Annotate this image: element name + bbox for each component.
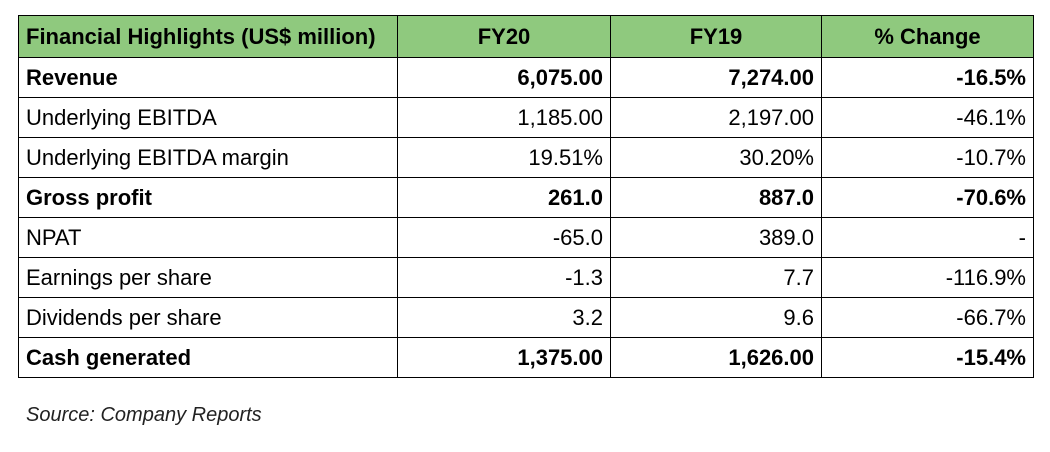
table-row: Revenue 6,075.00 7,274.00 -16.5% bbox=[18, 57, 1034, 98]
change-value: -70.6% bbox=[821, 177, 1034, 218]
table-row: Dividends per share 3.2 9.6 -66.7% bbox=[18, 297, 1034, 338]
change-value: -16.5% bbox=[821, 57, 1034, 98]
header-cell-fy20: FY20 bbox=[397, 15, 611, 58]
header-row: Financial Highlights (US$ million) FY20 … bbox=[18, 15, 1034, 58]
row-label: Revenue bbox=[18, 57, 398, 98]
table-row: Earnings per share -1.3 7.7 -116.9% bbox=[18, 257, 1034, 298]
row-label: Dividends per share bbox=[18, 297, 398, 338]
fy20-value: 1,375.00 bbox=[397, 337, 611, 378]
table-row: Underlying EBITDA margin 19.51% 30.20% -… bbox=[18, 137, 1034, 178]
table-row: Cash generated 1,375.00 1,626.00 -15.4% bbox=[18, 337, 1034, 378]
row-label: Gross profit bbox=[18, 177, 398, 218]
table-row: NPAT -65.0 389.0 - bbox=[18, 217, 1034, 258]
fy20-value: -65.0 bbox=[397, 217, 611, 258]
fy20-value: 6,075.00 bbox=[397, 57, 611, 98]
header-cell-metric: Financial Highlights (US$ million) bbox=[18, 15, 398, 58]
change-value: -46.1% bbox=[821, 97, 1034, 138]
change-value: -15.4% bbox=[821, 337, 1034, 378]
fy19-value: 30.20% bbox=[610, 137, 822, 178]
table-row: Underlying EBITDA 1,185.00 2,197.00 -46.… bbox=[18, 97, 1034, 138]
fy20-value: 1,185.00 bbox=[397, 97, 611, 138]
row-label: Cash generated bbox=[18, 337, 398, 378]
fy19-value: 7.7 bbox=[610, 257, 822, 298]
row-label: Earnings per share bbox=[18, 257, 398, 298]
change-value: -10.7% bbox=[821, 137, 1034, 178]
fy20-value: -1.3 bbox=[397, 257, 611, 298]
change-value: -116.9% bbox=[821, 257, 1034, 298]
header-cell-fy19: FY19 bbox=[610, 15, 822, 58]
table-row: Gross profit 261.0 887.0 -70.6% bbox=[18, 177, 1034, 218]
source-note: Source: Company Reports bbox=[26, 404, 262, 426]
row-label: NPAT bbox=[18, 217, 398, 258]
fy20-value: 19.51% bbox=[397, 137, 611, 178]
change-value: - bbox=[821, 217, 1034, 258]
financial-highlights-table: Financial Highlights (US$ million) FY20 … bbox=[18, 15, 1034, 378]
fy19-value: 389.0 bbox=[610, 217, 822, 258]
row-label: Underlying EBITDA bbox=[18, 97, 398, 138]
fy19-value: 1,626.00 bbox=[610, 337, 822, 378]
fy19-value: 9.6 bbox=[610, 297, 822, 338]
fy19-value: 887.0 bbox=[610, 177, 822, 218]
fy20-value: 261.0 bbox=[397, 177, 611, 218]
row-label: Underlying EBITDA margin bbox=[18, 137, 398, 178]
fy19-value: 2,197.00 bbox=[610, 97, 822, 138]
fy19-value: 7,274.00 bbox=[610, 57, 822, 98]
header-cell-change: % Change bbox=[821, 15, 1034, 58]
change-value: -66.7% bbox=[821, 297, 1034, 338]
fy20-value: 3.2 bbox=[397, 297, 611, 338]
